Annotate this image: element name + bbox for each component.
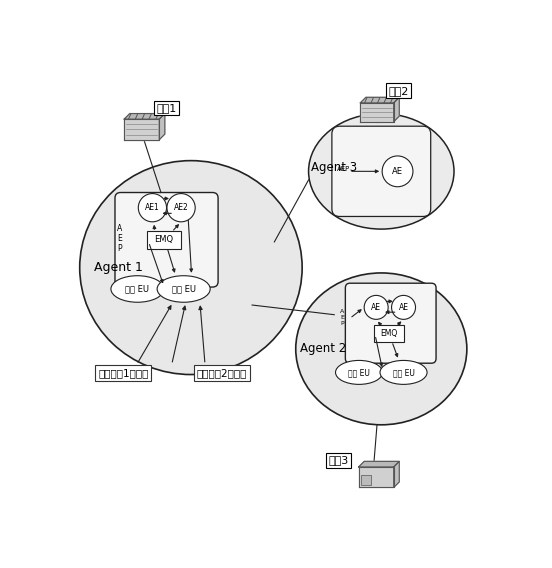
Text: AE: AE — [371, 303, 381, 312]
Polygon shape — [160, 114, 165, 140]
Polygon shape — [124, 119, 160, 140]
Text: EMQ: EMQ — [380, 329, 397, 339]
Circle shape — [139, 194, 167, 222]
Text: Agent 2: Agent 2 — [300, 343, 346, 356]
Text: 协作 EU: 协作 EU — [172, 285, 195, 294]
FancyBboxPatch shape — [115, 193, 218, 287]
Polygon shape — [360, 103, 394, 122]
Text: Agent 1: Agent 1 — [94, 261, 142, 274]
Text: 网元1: 网元1 — [156, 103, 177, 113]
Text: 网元2: 网元2 — [388, 86, 408, 96]
Polygon shape — [359, 461, 399, 467]
Text: 网元3: 网元3 — [328, 455, 349, 465]
Polygon shape — [360, 97, 399, 103]
Polygon shape — [394, 461, 399, 487]
FancyBboxPatch shape — [374, 325, 404, 343]
FancyBboxPatch shape — [361, 475, 371, 485]
Circle shape — [167, 194, 195, 222]
Polygon shape — [124, 114, 165, 119]
Ellipse shape — [157, 275, 210, 302]
Text: AE: AE — [399, 303, 408, 312]
Ellipse shape — [296, 273, 467, 425]
FancyBboxPatch shape — [346, 283, 436, 363]
Text: 同步 EU: 同步 EU — [125, 285, 150, 294]
Text: EMQ: EMQ — [155, 235, 173, 244]
Polygon shape — [394, 97, 399, 122]
Ellipse shape — [336, 361, 383, 385]
Polygon shape — [359, 467, 394, 487]
Text: A
E
P: A E P — [117, 224, 122, 253]
Text: AE: AE — [392, 167, 403, 176]
Text: 协作 EU: 协作 EU — [392, 368, 415, 377]
Ellipse shape — [79, 161, 302, 374]
Circle shape — [382, 156, 413, 187]
Text: Agent 3: Agent 3 — [311, 161, 357, 174]
Text: 来自网元1的请求: 来自网元1的请求 — [98, 368, 148, 378]
Ellipse shape — [111, 275, 164, 302]
Text: AEP: AEP — [337, 166, 351, 172]
Ellipse shape — [380, 361, 427, 385]
Circle shape — [391, 295, 416, 319]
Ellipse shape — [309, 114, 454, 229]
Text: 同步 EU: 同步 EU — [348, 368, 370, 377]
Text: 来自网元2的请求: 来自网元2的请求 — [197, 368, 247, 378]
FancyBboxPatch shape — [332, 126, 431, 216]
Text: AE2: AE2 — [174, 203, 188, 212]
Circle shape — [364, 295, 388, 319]
FancyBboxPatch shape — [147, 231, 181, 249]
Text: AE1: AE1 — [145, 203, 160, 212]
Text: A
E
P: A E P — [340, 309, 344, 325]
